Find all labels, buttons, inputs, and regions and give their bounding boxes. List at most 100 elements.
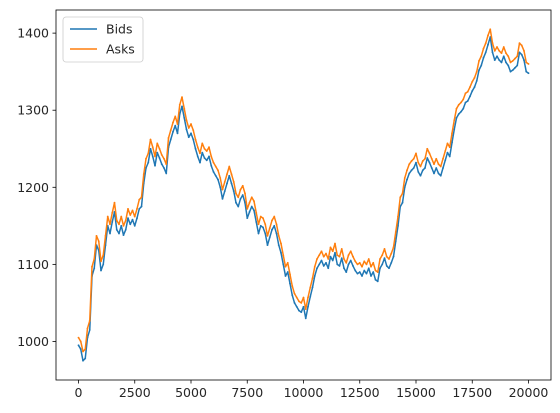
data-point-asks [223, 181, 226, 183]
data-point-asks [79, 340, 82, 343]
data-point-asks [194, 138, 197, 141]
data-point-asks [230, 173, 233, 176]
data-point-bids [466, 100, 469, 102]
data-point-asks [210, 155, 213, 158]
data-point-bids [230, 182, 233, 185]
data-point-bids [331, 259, 334, 262]
data-point-bids [298, 309, 300, 312]
data-point-asks [248, 201, 251, 204]
data-point-bids [199, 161, 201, 164]
data-point-bids [140, 205, 143, 208]
data-point-bids [147, 161, 150, 164]
data-point-asks [498, 49, 501, 52]
data-point-asks [388, 258, 390, 260]
data-point-bids [451, 141, 453, 144]
data-point-bids [138, 207, 141, 210]
data-point-bids [266, 244, 269, 247]
data-point-asks [455, 107, 458, 110]
data-point-asks [111, 211, 114, 214]
data-point-asks [241, 184, 244, 187]
data-point-bids [136, 217, 138, 220]
data-point-bids [174, 124, 177, 127]
data-point-bids [478, 69, 480, 72]
data-point-asks [320, 250, 323, 253]
data-point-bids [352, 265, 354, 267]
data-point-asks [412, 157, 415, 160]
data-point-bids [194, 147, 197, 150]
data-point-bids [464, 101, 467, 104]
data-point-asks [219, 177, 222, 179]
data-point-bids [448, 155, 451, 158]
data-point-bids [208, 155, 210, 158]
data-point-asks [237, 196, 240, 199]
data-point-asks [239, 188, 242, 191]
data-point-asks [93, 258, 96, 260]
data-point-asks [244, 192, 246, 195]
data-point-bids [262, 226, 264, 229]
data-point-bids [455, 117, 458, 119]
data-point-asks [246, 207, 249, 210]
data-point-asks [325, 252, 327, 255]
data-point-asks [390, 252, 393, 255]
data-point-asks [372, 261, 375, 264]
data-point-bids [444, 159, 447, 162]
data-point-asks [167, 137, 170, 139]
data-point-asks [446, 142, 449, 145]
data-point-asks [347, 254, 350, 257]
data-point-bids [307, 305, 309, 308]
data-point-asks [264, 223, 267, 226]
data-point-bids [120, 224, 123, 227]
data-point-asks [214, 165, 217, 168]
data-point-asks [131, 209, 134, 212]
data-point-bids [493, 59, 496, 61]
data-point-bids [329, 255, 332, 258]
data-point-asks [484, 42, 487, 45]
legend: Bids Asks [62, 16, 144, 63]
data-point-asks [228, 165, 231, 168]
data-point-bids [241, 194, 244, 196]
data-point-bids [201, 151, 204, 154]
data-point-asks [410, 160, 413, 162]
y-tick-label: 1200 [17, 180, 49, 195]
data-point-asks [520, 44, 523, 47]
data-point-bids [336, 263, 339, 266]
data-point-bids [381, 263, 384, 266]
data-point-asks [511, 59, 514, 62]
data-point-bids [127, 217, 129, 220]
data-point-bids [248, 211, 251, 213]
data-point-bids [349, 259, 352, 262]
data-point-asks [97, 240, 100, 243]
data-point-bids [428, 161, 431, 164]
data-point-bids [316, 267, 318, 270]
data-point-asks [122, 224, 125, 227]
data-point-bids [165, 172, 168, 175]
data-point-asks [460, 101, 462, 104]
data-point-bids [516, 64, 519, 67]
data-point-asks [298, 300, 300, 303]
data-point-bids [361, 275, 363, 277]
data-point-bids [511, 69, 514, 72]
data-point-bids [525, 70, 528, 73]
data-point-asks [259, 215, 262, 218]
data-point-bids [302, 305, 305, 308]
data-point-asks [82, 350, 84, 353]
data-point-bids [289, 282, 291, 285]
data-point-bids [379, 267, 381, 270]
data-point-bids [214, 174, 217, 177]
data-point-asks [208, 146, 210, 149]
data-point-asks [275, 223, 278, 226]
data-point-bids [390, 261, 393, 264]
data-point-bids [115, 228, 118, 231]
data-point-bids [163, 167, 165, 169]
data-point-asks [115, 219, 118, 222]
data-point-bids [133, 224, 136, 227]
data-point-asks [176, 123, 179, 125]
data-point-bids [325, 261, 327, 264]
data-point-asks [523, 49, 525, 52]
y-tick-label: 1400 [17, 26, 49, 41]
data-point-asks [273, 215, 276, 218]
data-point-bids [295, 305, 298, 308]
data-point-bids [154, 164, 156, 167]
data-point-asks [469, 86, 471, 88]
